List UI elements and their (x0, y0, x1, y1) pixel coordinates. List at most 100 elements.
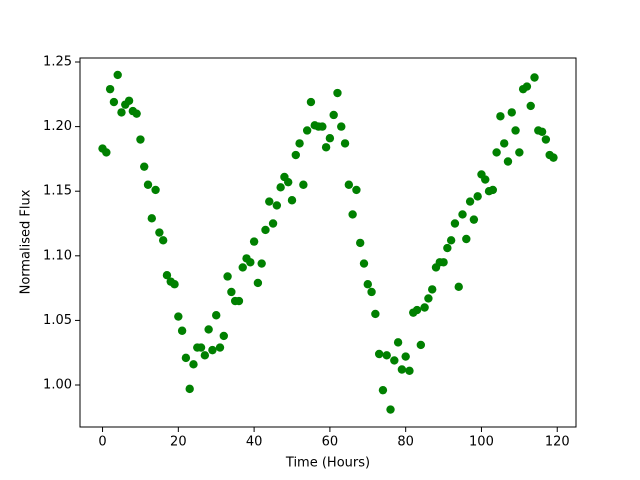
point (462, 234, 471, 244)
x-tick-label: 20 (170, 435, 187, 450)
point (321, 143, 331, 152)
point (405, 366, 414, 375)
point (333, 88, 342, 98)
point (356, 238, 365, 248)
point (132, 109, 141, 118)
point (117, 108, 126, 117)
point (390, 356, 399, 365)
point (325, 134, 335, 143)
point (374, 349, 384, 359)
point (246, 258, 255, 267)
point (318, 122, 327, 131)
point (265, 197, 274, 206)
point (416, 340, 426, 350)
point (420, 303, 429, 312)
y-tick-label: 1.20 (43, 119, 72, 134)
point (109, 97, 119, 107)
point (348, 210, 357, 219)
point (363, 280, 372, 289)
point (378, 385, 388, 395)
point (284, 177, 293, 187)
point (143, 180, 153, 189)
point (507, 108, 516, 117)
point (473, 192, 482, 201)
point (428, 285, 437, 294)
x-tick-label: 40 (246, 435, 263, 450)
point (177, 326, 187, 335)
point (458, 210, 467, 219)
point (204, 325, 213, 334)
point (371, 309, 380, 319)
point (541, 135, 551, 144)
point (276, 183, 285, 192)
point (412, 305, 422, 315)
point (401, 352, 410, 361)
y-tick-label: 1.15 (43, 184, 72, 199)
point (352, 185, 361, 195)
point (382, 351, 391, 360)
point (465, 197, 475, 206)
y-tick-label: 1.00 (43, 378, 72, 393)
point (234, 296, 244, 306)
point (299, 180, 308, 189)
point (329, 110, 338, 120)
x-tick-label: 0 (98, 435, 106, 450)
point (291, 150, 300, 160)
point (136, 135, 145, 144)
point (189, 360, 198, 369)
point (302, 126, 312, 135)
y-axis-label: Normalised Flux (19, 189, 34, 294)
point (511, 126, 520, 135)
point (162, 270, 172, 280)
point (208, 345, 217, 355)
point (219, 331, 228, 341)
point (295, 139, 304, 148)
x-tick-label: 120 (545, 435, 570, 450)
point (306, 97, 316, 107)
point (515, 148, 524, 157)
point (344, 180, 354, 189)
point (450, 219, 460, 228)
x-axis-label: Time (Hours) (285, 456, 370, 471)
point (215, 343, 225, 352)
y-tick-label: 1.05 (43, 313, 72, 328)
point (113, 70, 122, 80)
point (386, 405, 395, 414)
point (257, 259, 266, 268)
point (526, 101, 535, 111)
point (424, 294, 433, 303)
point (503, 157, 513, 166)
point (359, 259, 369, 268)
point (272, 201, 282, 210)
point (443, 243, 452, 253)
x-tick-label: 80 (397, 435, 414, 450)
point (105, 84, 115, 94)
point (227, 287, 236, 297)
point (481, 175, 490, 184)
point (174, 312, 183, 321)
y-tick-label: 1.25 (43, 55, 72, 70)
point (393, 338, 403, 347)
point (439, 258, 448, 267)
point (261, 225, 270, 235)
point (181, 353, 191, 363)
point (249, 237, 259, 246)
point (170, 280, 179, 289)
point (367, 287, 376, 297)
point (151, 185, 160, 195)
point (102, 148, 111, 157)
point (530, 73, 539, 82)
point (337, 122, 346, 131)
point (140, 162, 149, 171)
point (185, 384, 194, 394)
y-tick-label: 1.10 (43, 248, 72, 263)
point (537, 127, 547, 136)
point (499, 139, 509, 148)
point (469, 215, 479, 224)
point (496, 112, 505, 121)
axes-frame (79, 57, 577, 428)
point (196, 343, 206, 352)
point (522, 82, 532, 91)
point (492, 148, 501, 157)
